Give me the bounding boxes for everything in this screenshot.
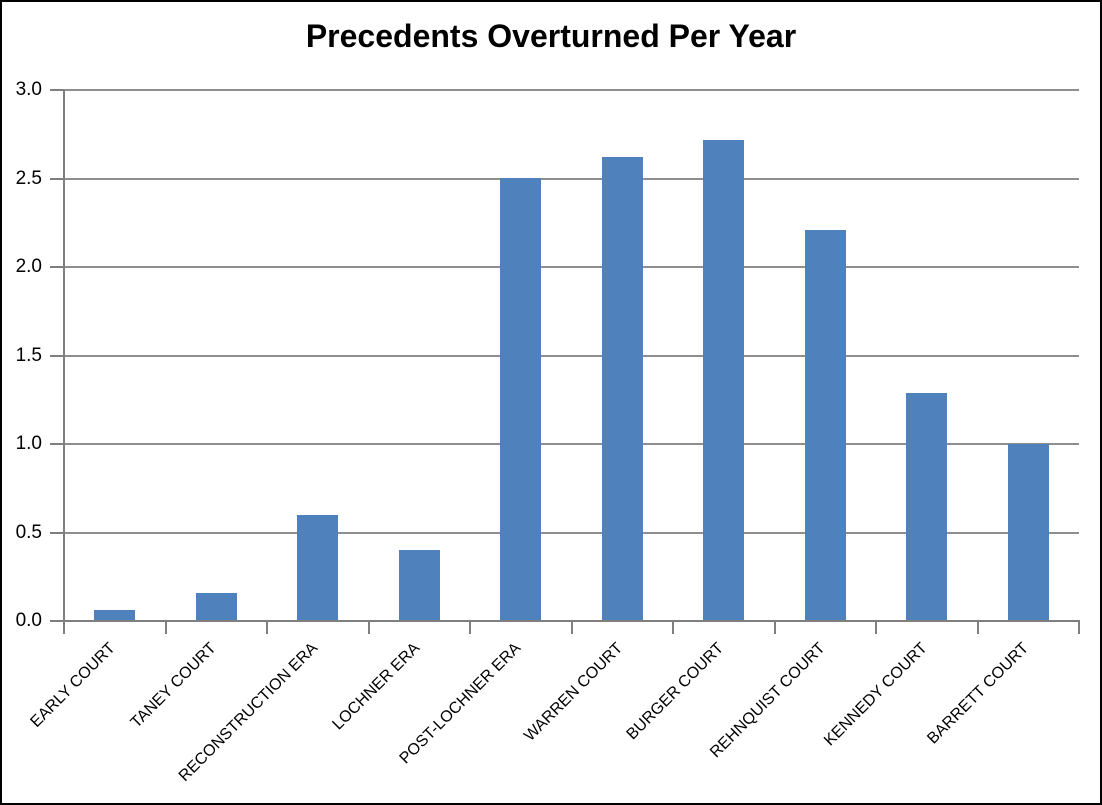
y-axis-tick-label: 0.0 bbox=[15, 610, 42, 631]
x-axis-tick bbox=[672, 621, 674, 634]
bar-reconstruction-era bbox=[297, 515, 338, 621]
x-axis-tick bbox=[773, 621, 776, 634]
bar-rehnquist-court bbox=[805, 230, 846, 621]
x-axis-tick bbox=[164, 621, 167, 634]
bar-taney-court bbox=[196, 593, 237, 621]
y-axis-tick bbox=[50, 354, 64, 357]
y-axis-tick bbox=[50, 177, 64, 180]
x-axis-category-label: LOCHNER ERA bbox=[329, 639, 423, 734]
x-axis-category-label: WARREN COURT bbox=[520, 639, 626, 745]
x-axis-tick bbox=[570, 621, 573, 634]
y-axis-tick-label: 3.0 bbox=[15, 79, 42, 100]
x-axis-tick bbox=[875, 621, 877, 634]
y-axis-tick-label: 1.0 bbox=[15, 433, 42, 454]
x-axis-category-label: KENNEDY COURT bbox=[820, 639, 931, 750]
y-axis-tick-label: 2.5 bbox=[15, 167, 42, 189]
gridline bbox=[64, 266, 1079, 268]
bar-warren-court bbox=[602, 157, 643, 621]
y-axis-line bbox=[63, 90, 65, 623]
bar-early-court bbox=[94, 610, 135, 621]
gridline bbox=[64, 177, 1079, 180]
bar-post-lochner-era bbox=[500, 178, 541, 621]
gridline bbox=[64, 354, 1079, 357]
bar-burger-court bbox=[703, 140, 744, 621]
bar-kennedy-court bbox=[906, 393, 947, 621]
gridline bbox=[64, 89, 1079, 91]
chart-title: Precedents Overturned Per Year bbox=[305, 18, 797, 54]
bar-lochner-era bbox=[399, 550, 440, 621]
y-axis-tick-label: 0.5 bbox=[15, 521, 42, 543]
y-axis-tick bbox=[50, 620, 64, 622]
y-axis-tick bbox=[50, 531, 64, 534]
bar-barrett-court bbox=[1008, 444, 1049, 621]
y-axis-tick-label: 2.0 bbox=[15, 256, 42, 277]
y-axis-tick bbox=[50, 266, 64, 268]
x-axis-tick bbox=[469, 621, 471, 634]
x-axis-category-label: BARRETT COURT bbox=[924, 639, 1032, 748]
x-axis-category-label: EARLY COURT bbox=[27, 639, 119, 731]
x-axis-category-label: BURGER COURT bbox=[623, 639, 728, 744]
x-axis-tick bbox=[367, 621, 370, 634]
x-axis-category-label: TANEY COURT bbox=[128, 639, 220, 732]
gridline bbox=[64, 531, 1079, 534]
x-axis-tick bbox=[976, 621, 979, 634]
y-axis-tick-label: 1.5 bbox=[15, 344, 42, 366]
y-axis-tick bbox=[50, 443, 64, 445]
x-axis-tick bbox=[63, 621, 65, 634]
x-axis-tick bbox=[1078, 621, 1080, 634]
x-axis-tick bbox=[266, 621, 268, 634]
gridline bbox=[64, 443, 1079, 445]
x-axis-category-label: REHNQUIST COURT bbox=[707, 639, 829, 762]
y-axis-tick bbox=[50, 89, 64, 91]
